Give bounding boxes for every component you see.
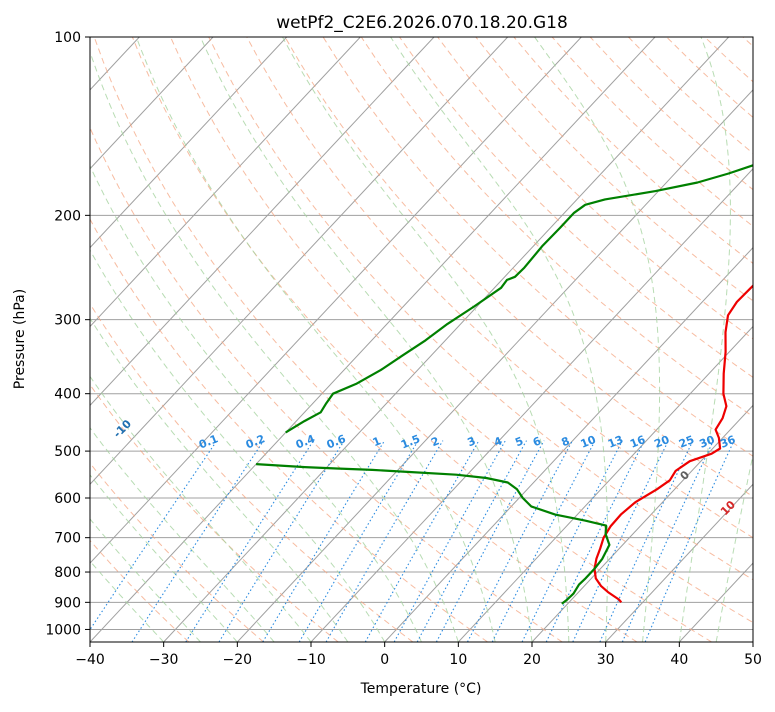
x-tick-label: 20 bbox=[523, 652, 541, 668]
y-tick-label: 300 bbox=[54, 313, 81, 329]
x-tick-label: −10 bbox=[296, 652, 326, 668]
x-axis-label: Temperature (°C) bbox=[360, 681, 482, 697]
x-tick-label: 50 bbox=[744, 652, 762, 668]
x-tick-label: 40 bbox=[670, 652, 688, 668]
x-tick-label: 10 bbox=[449, 652, 467, 668]
x-tick-label: −30 bbox=[149, 652, 179, 668]
y-tick-label: 900 bbox=[54, 595, 81, 611]
x-tick-label: −40 bbox=[75, 652, 105, 668]
y-axis-label: Pressure (hPa) bbox=[12, 289, 28, 389]
chart-title: wetPf2_C2E6.2026.070.18.20.G18 bbox=[276, 13, 568, 33]
y-tick-label: 1000 bbox=[45, 622, 81, 638]
y-tick-label: 600 bbox=[54, 491, 81, 507]
y-tick-label: 800 bbox=[54, 565, 81, 581]
x-tick-label: −20 bbox=[223, 652, 253, 668]
y-tick-label: 500 bbox=[54, 444, 81, 460]
y-tick-label: 700 bbox=[54, 531, 81, 547]
y-tick-label: 400 bbox=[54, 387, 81, 403]
x-tick-label: 30 bbox=[597, 652, 615, 668]
x-tick-label: 0 bbox=[380, 652, 389, 668]
y-tick-label: 200 bbox=[54, 208, 81, 224]
y-tick-label: 100 bbox=[54, 30, 81, 46]
